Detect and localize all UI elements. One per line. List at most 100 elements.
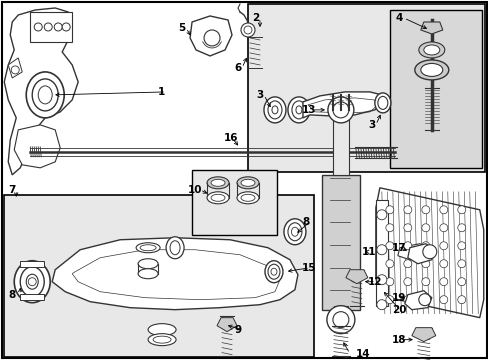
Circle shape [385,206,393,214]
Text: 8: 8 [301,217,308,227]
Bar [20,261,44,267]
Polygon shape [404,291,431,310]
Polygon shape [345,270,367,284]
Text: 12: 12 [367,277,382,287]
Circle shape [54,23,62,31]
Text: 17: 17 [391,243,406,253]
Ellipse shape [136,243,160,253]
Text: 5: 5 [178,23,185,33]
Bar [332,118,348,175]
Ellipse shape [237,177,259,189]
Circle shape [385,260,393,268]
Text: 14: 14 [355,348,370,359]
Text: 8: 8 [8,290,16,300]
Circle shape [439,224,447,232]
Ellipse shape [211,179,224,186]
Ellipse shape [377,96,387,109]
Text: 6: 6 [234,63,241,73]
Circle shape [44,23,52,31]
Circle shape [421,278,429,286]
Ellipse shape [206,177,228,189]
Text: 10: 10 [188,185,202,195]
Circle shape [326,306,354,334]
Circle shape [421,296,429,304]
Circle shape [439,278,447,286]
Circle shape [385,242,393,250]
Bar [375,200,387,306]
Circle shape [62,23,70,31]
Bar [30,12,72,42]
Ellipse shape [267,101,282,119]
Text: 1: 1 [158,87,165,97]
Ellipse shape [418,42,444,58]
Text: 19: 19 [391,293,406,303]
Circle shape [457,296,465,304]
Bar [321,175,359,310]
Circle shape [403,278,411,286]
Ellipse shape [138,269,158,279]
Ellipse shape [237,192,259,204]
Ellipse shape [170,241,180,255]
Text: 16: 16 [224,133,238,143]
Bar [192,170,276,235]
Polygon shape [420,22,442,34]
Text: 11: 11 [361,247,376,257]
Text: 3: 3 [367,120,374,130]
Polygon shape [52,238,297,310]
Polygon shape [4,8,78,175]
Circle shape [422,245,436,259]
Ellipse shape [211,194,224,201]
Circle shape [203,30,220,46]
Polygon shape [303,92,382,118]
Ellipse shape [414,60,448,80]
Ellipse shape [287,223,301,241]
Text: 9: 9 [234,325,241,335]
Polygon shape [217,318,237,332]
Ellipse shape [291,227,298,236]
Ellipse shape [420,63,442,76]
Text: 13: 13 [301,105,316,115]
Ellipse shape [148,324,176,336]
Ellipse shape [241,194,254,201]
Polygon shape [397,244,429,260]
Circle shape [439,242,447,250]
Polygon shape [8,58,22,78]
Ellipse shape [138,259,158,269]
Circle shape [376,245,386,255]
Circle shape [439,296,447,304]
Circle shape [418,246,430,258]
Circle shape [457,224,465,232]
Ellipse shape [271,106,277,114]
Bar [333,306,347,320]
Ellipse shape [32,79,58,111]
Ellipse shape [374,93,390,113]
Bar [247,4,484,172]
Ellipse shape [327,97,353,123]
Circle shape [457,242,465,250]
Text: 3: 3 [255,90,263,100]
Bar [20,294,44,300]
Ellipse shape [332,102,348,118]
Circle shape [421,224,429,232]
Ellipse shape [166,237,183,259]
Ellipse shape [241,23,254,37]
Ellipse shape [287,97,309,123]
Polygon shape [375,188,483,318]
Circle shape [376,210,386,220]
Ellipse shape [291,101,305,119]
Polygon shape [190,16,231,56]
Ellipse shape [295,106,301,114]
Circle shape [439,260,447,268]
Circle shape [332,312,348,328]
Circle shape [376,300,386,310]
Ellipse shape [20,267,44,297]
Ellipse shape [270,268,276,275]
Circle shape [385,224,393,232]
Ellipse shape [206,192,228,204]
Ellipse shape [14,261,50,303]
Ellipse shape [244,26,251,34]
Ellipse shape [153,336,171,343]
Ellipse shape [241,179,254,186]
Circle shape [457,278,465,286]
Ellipse shape [423,45,439,55]
